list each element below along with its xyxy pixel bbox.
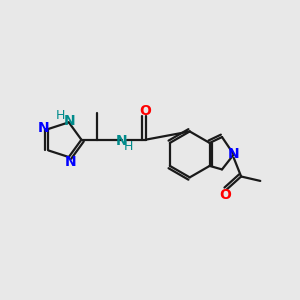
- Text: N: N: [64, 114, 76, 128]
- Text: N: N: [116, 134, 128, 148]
- Text: O: O: [219, 188, 231, 202]
- Text: O: O: [140, 104, 152, 118]
- Text: N: N: [38, 121, 50, 135]
- Text: H: H: [124, 140, 133, 153]
- Text: N: N: [64, 155, 76, 169]
- Text: N: N: [228, 146, 240, 161]
- Text: H: H: [55, 110, 64, 122]
